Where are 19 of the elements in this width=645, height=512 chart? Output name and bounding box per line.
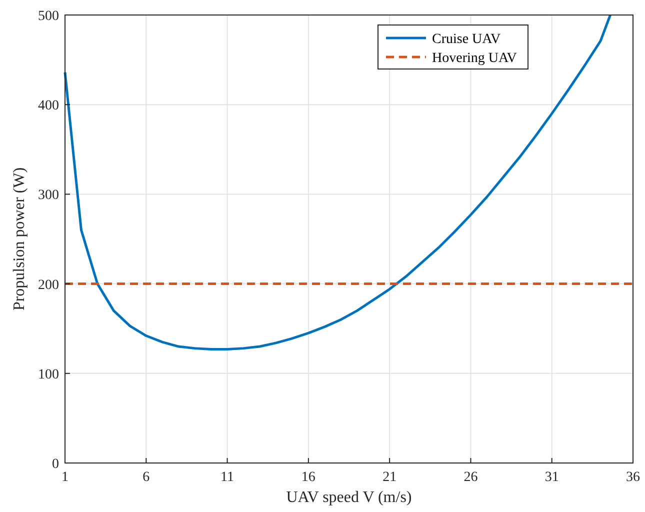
- y-tick-label: 400: [38, 98, 59, 114]
- y-tick-label: 300: [38, 188, 59, 204]
- y-tick-label: 500: [38, 9, 59, 24]
- x-tick-label: 16: [301, 470, 316, 485]
- y-tick-label: 100: [38, 367, 59, 382]
- legend-label: Cruise UAV: [432, 32, 501, 47]
- x-tick-label: 6: [142, 470, 150, 485]
- x-tick-label: 31: [544, 470, 559, 485]
- x-tick-label: 26: [464, 470, 478, 485]
- x-tick-label: 21: [382, 470, 397, 485]
- x-axis-title: UAV speed V (m/s): [286, 489, 412, 506]
- y-tick-label: 200: [38, 278, 59, 293]
- x-tick-label: 1: [62, 470, 68, 485]
- y-axis-title: Propulsion power (W): [11, 167, 28, 311]
- line-series: [64, 14, 612, 350]
- y-tick-label: 0: [52, 457, 59, 472]
- x-tick-label: 36: [626, 470, 640, 485]
- legend-label: Hovering UAV: [432, 51, 517, 66]
- x-tick-label: 11: [220, 470, 234, 485]
